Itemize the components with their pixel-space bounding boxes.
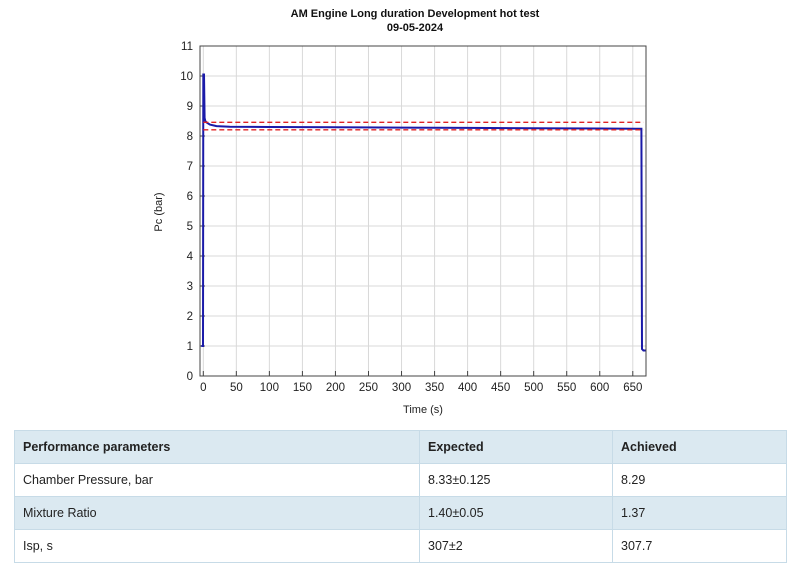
x-tick-label: 0 bbox=[200, 382, 206, 394]
header-expected: Expected bbox=[419, 430, 613, 464]
chart-subtitle: 09-05-2024 bbox=[387, 22, 444, 34]
table-cell: 8.29 bbox=[612, 463, 787, 497]
x-tick-label: 150 bbox=[293, 382, 312, 394]
x-tick-label: 350 bbox=[425, 382, 444, 394]
y-tick-label: 11 bbox=[181, 41, 193, 53]
chart: AM Engine Long duration Development hot … bbox=[153, 8, 647, 416]
y-tick-label: 3 bbox=[187, 281, 193, 293]
x-tick-label: 550 bbox=[557, 382, 576, 394]
x-tick-label: 500 bbox=[524, 382, 543, 394]
ticks: 0 50 100 150 200 250 300 350 400 450 500 550 600 650 0… bbox=[180, 41, 642, 394]
table-row: Mixture Ratio 1.40±0.05 1.37 bbox=[14, 496, 787, 530]
table-cell: Chamber Pressure, bar bbox=[14, 463, 420, 497]
x-tick-label: 250 bbox=[359, 382, 378, 394]
plot-border bbox=[199, 45, 647, 377]
x-tick-label: 600 bbox=[590, 382, 609, 394]
x-tick-label: 650 bbox=[623, 382, 642, 394]
x-axis-label: Time (s) bbox=[403, 404, 443, 416]
x-tick-label: 300 bbox=[392, 382, 411, 394]
table-cell: 307±2 bbox=[419, 529, 613, 563]
header-performance-parameters: Performance parameters bbox=[14, 430, 420, 464]
y-axis-label: Pc (bar) bbox=[153, 192, 165, 231]
y-tick-label: 5 bbox=[187, 221, 193, 233]
table-cell: Mixture Ratio bbox=[14, 496, 420, 530]
y-tick-label: 8 bbox=[187, 131, 193, 143]
performance-table: Performance parameters Expected Achieved… bbox=[14, 430, 787, 563]
series bbox=[201, 73, 646, 352]
table-cell: 1.37 bbox=[612, 496, 787, 530]
chart-title: AM Engine Long duration Development hot … bbox=[291, 8, 540, 20]
y-tick-label: 4 bbox=[187, 251, 194, 263]
x-tick-label: 200 bbox=[326, 382, 345, 394]
table-header-row: Performance parameters Expected Achieved bbox=[14, 430, 787, 464]
y-tick-label: 2 bbox=[187, 311, 193, 323]
x-tick-label: 400 bbox=[458, 382, 477, 394]
x-tick-label: 50 bbox=[230, 382, 243, 394]
y-tick-label: 7 bbox=[187, 161, 193, 173]
table-cell: 8.33±0.125 bbox=[419, 463, 613, 497]
chart-svg: AM Engine Long duration Development hot … bbox=[153, 8, 647, 416]
table-cell: Isp, s bbox=[14, 529, 420, 563]
grid bbox=[200, 45, 646, 377]
series-line-0 bbox=[201, 73, 646, 352]
plot-area bbox=[199, 45, 647, 377]
y-tick-label: 6 bbox=[187, 191, 193, 203]
y-tick-label: 0 bbox=[187, 371, 193, 383]
y-tick-label: 10 bbox=[180, 71, 193, 83]
y-tick-label: 1 bbox=[187, 341, 193, 353]
table-row: Isp, s 307±2 307.7 bbox=[14, 529, 787, 563]
x-tick-label: 100 bbox=[260, 382, 279, 394]
x-tick-label: 450 bbox=[491, 382, 510, 394]
table-cell: 1.40±0.05 bbox=[419, 496, 613, 530]
table-row: Chamber Pressure, bar 8.33±0.125 8.29 bbox=[14, 463, 787, 497]
header-achieved: Achieved bbox=[612, 430, 787, 464]
table-cell: 307.7 bbox=[612, 529, 787, 563]
y-tick-label: 9 bbox=[187, 101, 193, 113]
